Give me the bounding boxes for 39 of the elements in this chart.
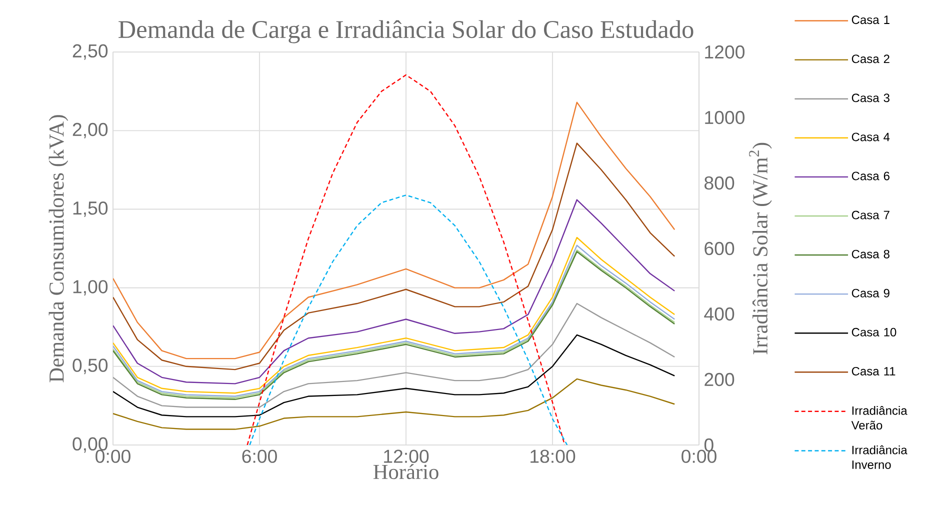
y-tick-label: 1,50	[73, 201, 108, 217]
line-series	[113, 199, 676, 384]
legend-label: Casa 2	[852, 54, 890, 64]
line-series	[113, 102, 676, 360]
legend-label: Casa 10	[852, 328, 896, 336]
y2-tick-label: 400	[704, 307, 734, 321]
x-tick-label: 0:00	[682, 450, 716, 463]
x-tick-label: 18:00	[530, 450, 576, 463]
legend-label: Casa 6	[852, 172, 890, 180]
x-axis-title: Horário	[373, 464, 438, 480]
y-tick-label: 2,50	[72, 44, 108, 60]
line-series	[113, 142, 676, 370]
legend-label: Casa 4	[852, 132, 890, 142]
y2-axis-title: Irradiância Solar (W/m$^{2}$)	[749, 142, 772, 354]
y-tick-label: 2,00	[72, 122, 108, 138]
legend-label: Irradiância Inverno	[852, 445, 908, 469]
line-series	[113, 378, 676, 430]
y2-tick-label: 800	[704, 176, 734, 190]
legend-label: Casa 11	[852, 366, 896, 376]
y2-tick-label: 0	[704, 438, 714, 452]
y2-tick-label: 1000	[705, 110, 745, 124]
legend-label: Casa 1	[852, 16, 890, 24]
y-tick-label: 1,00	[73, 280, 108, 296]
line-series	[246, 74, 566, 445]
line-series	[113, 334, 676, 418]
chart-title: Demanda de Carga e Irradiância Solar do Caso Estudado	[118, 20, 694, 44]
legend-label: Casa 3	[852, 94, 890, 102]
y2-tick-label: 600	[704, 242, 734, 256]
x-tick-label: 12:00	[384, 450, 429, 463]
legend-label: Irradiância Verão	[851, 406, 908, 430]
legend-label: Casa 9	[852, 288, 890, 298]
x-tick-label: 6:00	[242, 450, 277, 463]
legend-label: Casa 8	[852, 250, 890, 258]
legend-label: Casa 7	[852, 210, 890, 220]
y2-tick-label: 1200	[705, 45, 745, 59]
y-axis-title: Demanda Consumidores (kVA)	[48, 115, 68, 382]
line-series	[249, 194, 568, 445]
y-tick-label: 0,50	[72, 358, 108, 374]
y2-tick-label: 200	[704, 372, 734, 386]
